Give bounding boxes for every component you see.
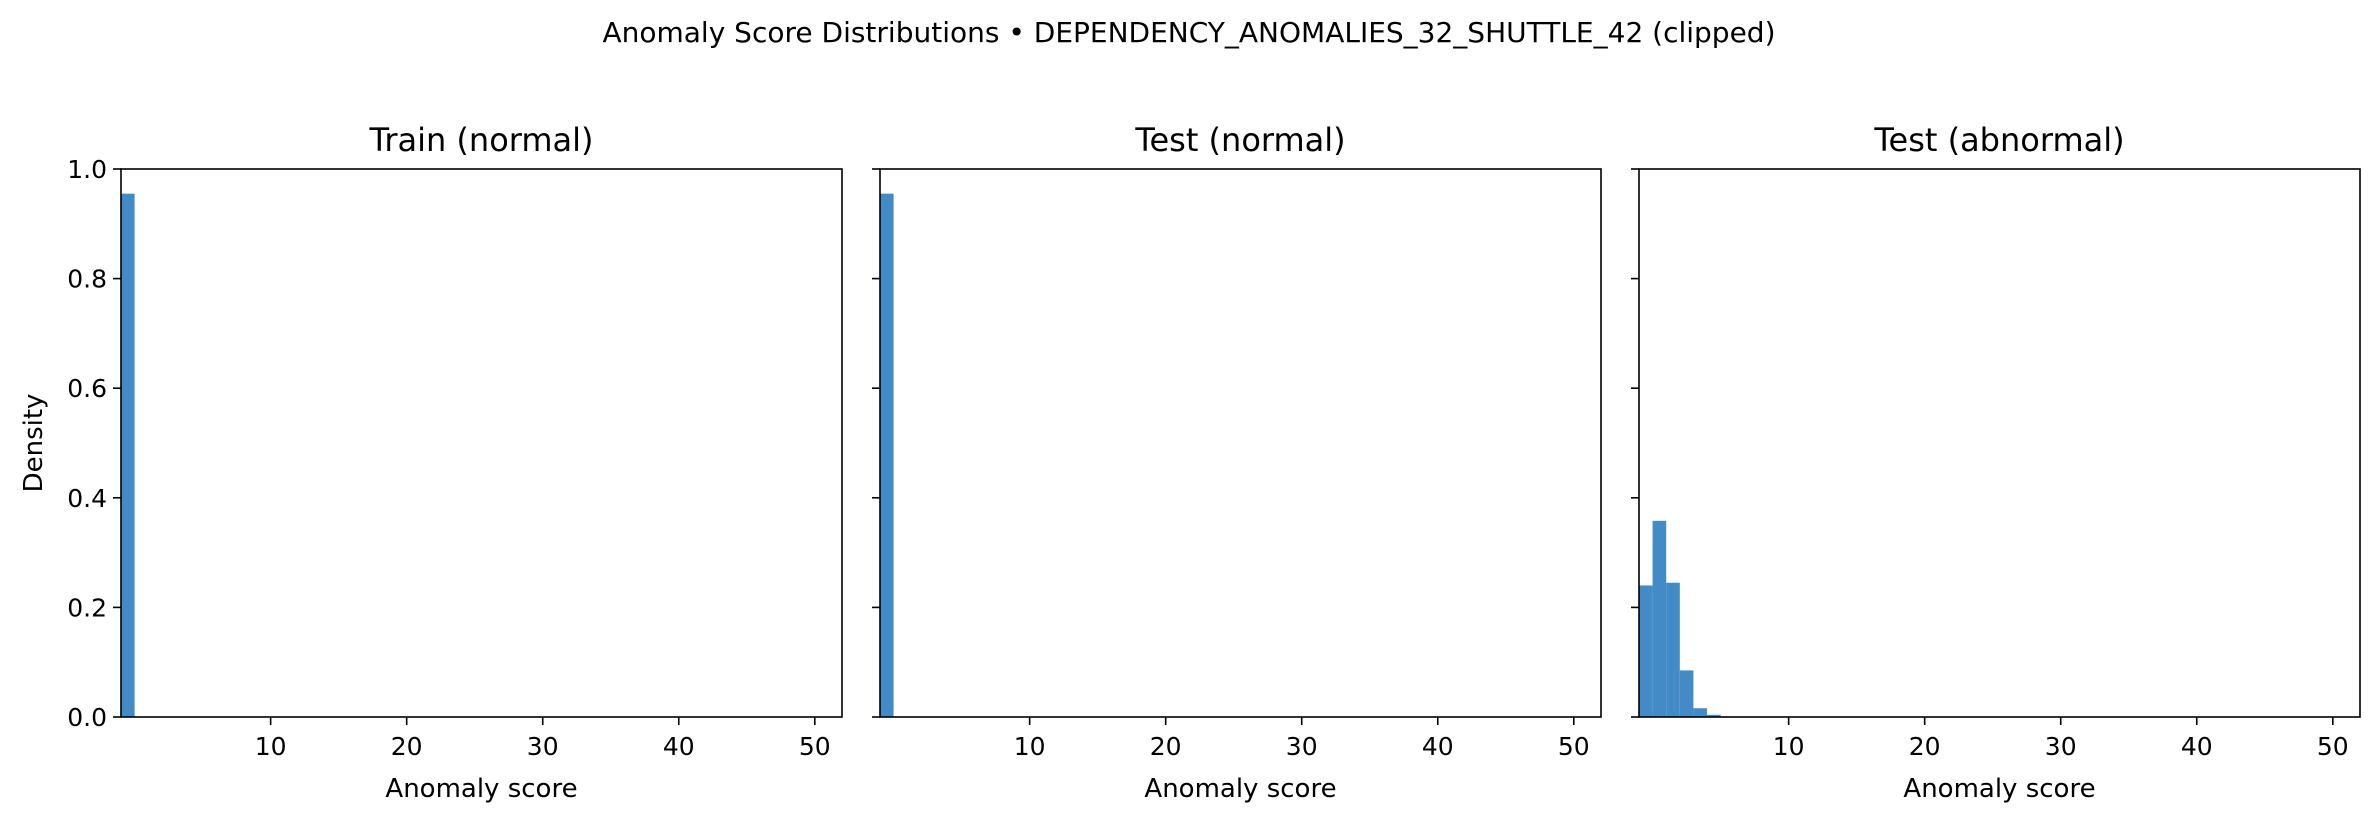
x-axis-label: Anomaly score [1903,774,2095,804]
x-tick-label: 20 [391,732,423,761]
subplot-title: Test (abnormal) [1873,121,2124,159]
x-axis-label: Anomaly score [1144,774,1336,804]
x-tick-label: 50 [1558,732,1590,761]
histogram-bar [121,193,135,717]
subplot-1: 10 20 30 40 50 0.0 0.2 0.4 0.6 0.8 1.0 Train (norma… [19,121,843,804]
histogram-bar [880,193,894,717]
subplot-title: Train (normal) [368,121,593,159]
x-tick-label: 50 [2317,732,2349,761]
histogram-bar [1639,585,1653,717]
y-tick-label: 0.6 [67,374,107,403]
histogram-bar [1652,520,1667,717]
y-tick-label: 0.8 [67,265,107,294]
axes-frame [879,168,1602,718]
x-tick-label: 10 [1014,732,1046,761]
histogram-bar [1693,708,1708,717]
subplot-3: 10 20 30 40 50 Test (abnormal) Anomaly score [1631,121,2361,804]
y-axis-label: Density [19,394,49,493]
x-axis-label: Anomaly score [385,774,577,804]
x-tick-label: 20 [1150,732,1182,761]
y-tick-label: 0.0 [67,703,107,732]
x-tick-label: 10 [255,732,287,761]
subplots: 10 20 30 40 50 0.0 0.2 0.4 0.6 0.8 1.0 Train (norma… [19,121,2361,804]
x-tick-label: 30 [1286,732,1318,761]
figure-suptitle: Anomaly Score Distributions • DEPENDENCY… [602,16,1775,49]
subplot-title: Test (normal) [1134,121,1345,159]
axes-frame [1638,168,2361,718]
x-tick-label: 40 [663,732,695,761]
x-tick-label: 50 [799,732,831,761]
y-tick-label: 1.0 [67,155,107,184]
x-tick-label: 40 [2181,732,2213,761]
x-tick-label: 40 [1422,732,1454,761]
x-tick-label: 30 [527,732,559,761]
axes-frame [120,168,843,718]
x-tick-label: 10 [1773,732,1805,761]
x-tick-label: 30 [2045,732,2077,761]
x-tick-label: 20 [1909,732,1941,761]
histogram-bar [1707,714,1721,717]
subplot-2: 10 20 30 40 50 Test (normal) Anomaly score [872,121,1602,804]
histogram-bar [1679,670,1694,717]
y-tick-label: 0.4 [67,484,107,513]
y-tick-label: 0.2 [67,593,107,622]
histogram-bar [1666,582,1680,717]
